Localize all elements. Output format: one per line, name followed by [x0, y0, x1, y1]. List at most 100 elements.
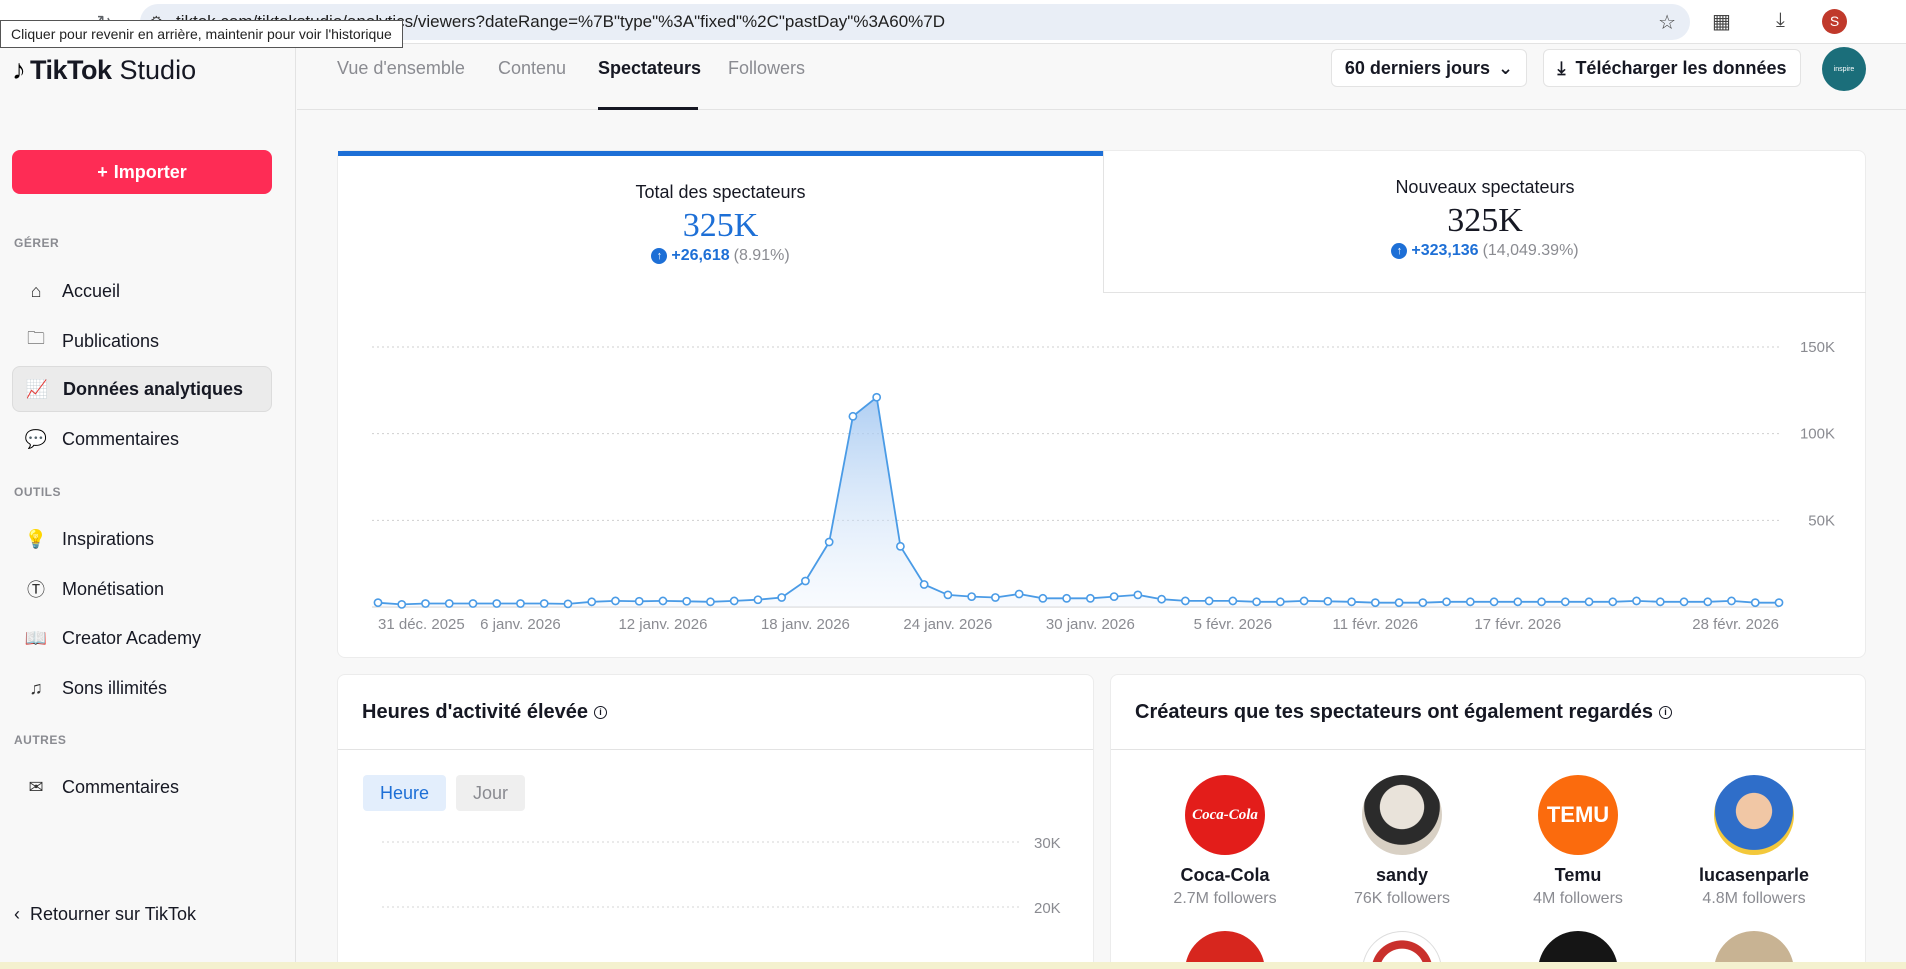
data-point[interactable] [611, 596, 620, 606]
tab-overview[interactable]: Vue d'ensemble [337, 58, 465, 78]
data-point[interactable] [1038, 593, 1048, 603]
account-avatar[interactable]: inspire [1822, 47, 1866, 91]
creator-card[interactable]: sandy 76K followers [1327, 775, 1477, 908]
data-point[interactable] [1442, 597, 1451, 607]
sidebar-item-sounds[interactable]: ♫ Sons illimités [12, 665, 272, 711]
data-point[interactable] [1252, 597, 1261, 607]
data-point[interactable] [801, 576, 810, 586]
chevron-left-icon: ‹ [14, 904, 20, 924]
data-point[interactable] [1062, 593, 1072, 603]
data-point[interactable] [1632, 596, 1641, 606]
download-data-button[interactable]: ⤓ Télécharger les données [1543, 49, 1801, 87]
data-point[interactable] [1489, 597, 1499, 607]
data-point[interactable] [658, 596, 668, 606]
data-point[interactable] [587, 597, 597, 607]
info-icon[interactable]: i [1658, 706, 1672, 719]
data-point[interactable] [516, 599, 525, 608]
browser-toolbar: ← → ↻ ⚙ tiktok.com/tiktokstudio/analytic… [0, 0, 1906, 44]
data-point[interactable] [1133, 590, 1143, 600]
download-icon: ⤓ [1557, 57, 1566, 78]
data-point[interactable] [1513, 597, 1523, 607]
data-point[interactable] [777, 593, 787, 602]
data-point[interactable] [706, 597, 715, 607]
data-point[interactable] [1727, 596, 1736, 606]
sidebar-item-comments[interactable]: 💬 Commentaires [12, 416, 272, 462]
creator-card[interactable]: Coca-Cola Coca-Cola 2.7M followers [1150, 775, 1300, 908]
toggle-day[interactable]: Jour [456, 775, 526, 811]
data-point[interactable] [397, 599, 407, 609]
creator-card[interactable]: TEMU Temu 4M followers [1503, 775, 1653, 908]
data-point[interactable] [1394, 598, 1404, 608]
metric-new-viewers[interactable]: Nouveaux spectateurs 325K ↑ +323,136 (14… [1103, 151, 1866, 293]
data-point[interactable] [1560, 597, 1570, 607]
data-point[interactable] [1299, 596, 1309, 606]
data-point[interactable] [824, 537, 834, 547]
data-point[interactable] [1347, 597, 1356, 607]
data-point[interactable] [1750, 598, 1760, 608]
data-point[interactable] [1703, 597, 1713, 607]
metric-total-viewers[interactable]: Total des spectateurs 325K ↑ +26,618 (8.… [338, 151, 1103, 293]
data-point[interactable] [872, 392, 882, 402]
creator-name: Temu [1554, 865, 1602, 885]
data-point[interactable] [1085, 593, 1095, 603]
data-point[interactable] [753, 595, 763, 605]
data-point[interactable] [1774, 598, 1784, 608]
data-point[interactable] [1204, 596, 1214, 606]
sidebar-item-academy[interactable]: 📖 Creator Academy [12, 615, 272, 661]
tab-viewers[interactable]: Spectateurs [598, 58, 702, 78]
sidebar-item-posts[interactable]: 🗀 Publications [12, 318, 272, 364]
sidebar-item-monetization[interactable]: Ⓣ Monétisation [12, 566, 272, 612]
data-point[interactable] [967, 592, 977, 601]
data-point[interactable] [1109, 592, 1119, 601]
extensions-icon[interactable]: ▦ [1712, 11, 1731, 33]
data-point[interactable] [1418, 598, 1428, 608]
data-point[interactable] [563, 599, 573, 609]
analytics-icon: 📈 [25, 378, 49, 399]
data-point[interactable] [1608, 597, 1618, 607]
tab-content[interactable]: Contenu [498, 58, 567, 78]
data-point[interactable] [1679, 597, 1689, 607]
download-icon[interactable]: ⤓ [1776, 9, 1785, 31]
info-icon[interactable]: i [594, 706, 607, 719]
data-point[interactable] [539, 599, 549, 608]
similar-creators-card: Créateurs que tes spectateurs ont égalem… [1110, 674, 1866, 969]
data-point[interactable] [919, 580, 929, 589]
data-point[interactable] [1655, 597, 1665, 607]
creator-card[interactable]: lucasenparle 4.8M followers [1679, 775, 1829, 908]
toggle-hour[interactable]: Heure [363, 775, 447, 811]
data-point[interactable] [682, 596, 692, 606]
data-point[interactable] [468, 599, 478, 608]
data-point[interactable] [1584, 597, 1594, 607]
data-point[interactable] [1157, 594, 1167, 604]
import-button[interactable]: + Importer [12, 150, 272, 194]
sidebar-item-inspirations[interactable]: 💡 Inspirations [12, 516, 272, 562]
data-point[interactable] [896, 541, 905, 551]
data-point[interactable] [421, 599, 430, 608]
data-point[interactable] [1465, 597, 1475, 607]
data-point[interactable] [1323, 596, 1333, 606]
tiktok-studio-logo[interactable]: ♪ TikTok Studio [12, 52, 196, 88]
data-point[interactable] [492, 599, 502, 608]
sidebar-item-home[interactable]: ⌂ Accueil [12, 268, 272, 314]
browser-profile-avatar[interactable]: S [1822, 9, 1847, 34]
data-point[interactable] [943, 590, 953, 600]
tab-followers[interactable]: Followers [728, 58, 806, 78]
data-point[interactable] [1370, 598, 1380, 608]
data-point[interactable] [848, 411, 858, 421]
sidebar-item-analytics[interactable]: 📈 Données analytiques [12, 366, 272, 412]
back-to-tiktok-link[interactable]: ‹ Retourner sur TikTok [14, 904, 196, 925]
data-point[interactable] [990, 593, 1000, 602]
data-point[interactable] [1275, 597, 1285, 607]
data-point[interactable] [373, 598, 383, 608]
data-point[interactable] [1537, 597, 1546, 607]
data-point[interactable] [634, 596, 644, 606]
sidebar-item-feedback[interactable]: ✉ Commentaires [12, 764, 272, 810]
data-point[interactable] [444, 599, 454, 608]
data-point[interactable] [1228, 596, 1238, 606]
data-point[interactable] [729, 596, 739, 606]
date-range-dropdown[interactable]: 60 derniers jours ⌄ [1331, 49, 1527, 87]
data-point[interactable] [1014, 589, 1024, 599]
back-button-tooltip: Cliquer pour revenir en arrière, mainten… [0, 20, 403, 48]
bookmark-star-icon[interactable]: ☆ [1658, 12, 1676, 34]
data-point[interactable] [1180, 596, 1190, 606]
